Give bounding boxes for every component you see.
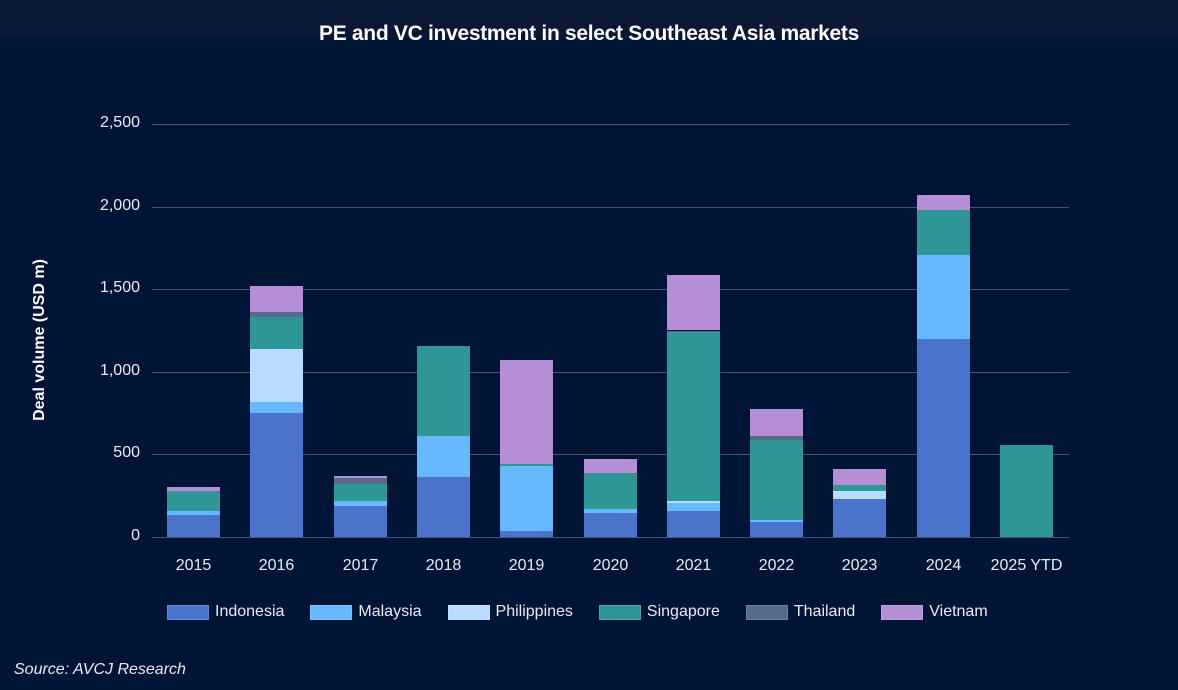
bar-segment-philippines[interactable] [250,349,303,403]
y-tick-label: 2,500 [99,114,140,131]
x-tick-label: 2023 [841,557,878,574]
source-note: Source: AVCJ Research [14,661,186,678]
legend-swatch [310,604,353,620]
bar-segment-vietnam[interactable] [500,360,553,464]
x-tick-label: 2024 [925,557,962,574]
bar-segment-vietnam[interactable] [167,486,220,492]
bar-segment-singapore[interactable] [750,439,803,521]
bar-segment-singapore[interactable] [1000,444,1053,537]
bar-segment-malaysia[interactable] [250,402,303,413]
legend-label: Singapore [646,603,720,620]
legend-item-malaysia[interactable]: Malaysia [310,603,422,621]
bar-segment-thailand[interactable] [667,330,720,332]
bar-segment-indonesia[interactable] [917,339,970,537]
legend-swatch [745,604,788,620]
x-tick-label: 2021 [675,557,712,574]
bar-segment-singapore[interactable] [917,210,970,255]
bar-segment-thailand[interactable] [750,435,803,440]
bar-segment-indonesia[interactable] [667,510,720,537]
legend-swatch [167,604,209,620]
x-tick-label: 2022 [758,557,795,574]
bar-segment-philippines[interactable] [833,491,886,499]
gridline [152,372,1069,373]
bar-segment-indonesia[interactable] [500,530,553,537]
legend-item-thailand[interactable]: Thailand [745,603,856,621]
bar-segment-indonesia[interactable] [334,505,387,537]
bar-segment-vietnam[interactable] [584,459,637,473]
bar-segment-singapore[interactable] [500,463,553,467]
bar-segment-singapore[interactable] [417,346,470,436]
bar-segment-singapore[interactable] [167,491,220,512]
gridline [152,289,1069,290]
gridline [152,124,1069,125]
bar-segment-malaysia[interactable] [417,435,470,478]
x-tick-label: 2019 [508,557,545,574]
bar-segment-malaysia[interactable] [500,466,553,531]
legend-item-philippines[interactable]: Philippines [447,603,573,621]
title-band [0,0,1178,38]
legend-label: Philippines [495,603,573,620]
legend: Indonesia Malaysia Philippines Singapore Tha… [167,603,1014,621]
bar-segment-malaysia[interactable] [334,500,387,506]
bar-segment-indonesia[interactable] [833,498,886,537]
bar-segment-malaysia[interactable] [667,502,720,511]
bar-segment-indonesia[interactable] [417,477,470,537]
bar-segment-vietnam[interactable] [750,409,803,436]
bar-segment-indonesia[interactable] [250,412,303,537]
bar-segment-vietnam[interactable] [667,275,720,331]
gridline [152,207,1069,208]
bar-segment-vietnam[interactable] [250,285,303,312]
bar-segment-singapore[interactable] [833,485,886,492]
legend-label: Malaysia [358,603,422,620]
chart-title: PE and VC investment in select Southeast… [318,22,860,45]
bar-segment-malaysia[interactable] [917,254,970,340]
bar-segment-singapore[interactable] [334,483,387,501]
legend-item-indonesia[interactable]: Indonesia [167,603,284,621]
legend-item-singapore[interactable]: Singapore [598,603,720,621]
x-tick-label: 2016 [258,557,295,574]
y-tick-label: 1,500 [99,279,140,296]
legend-label: Thailand [793,603,856,620]
bar-segment-malaysia[interactable] [584,508,637,514]
bar-segment-indonesia[interactable] [750,521,803,537]
y-tick-label: 500 [113,444,140,461]
y-tick-label: 0 [131,527,140,544]
legend-swatch [598,604,641,620]
legend-swatch [881,604,924,620]
x-tick-label: 2025 YTD [990,557,1063,574]
x-tick-label: 2020 [592,557,629,574]
legend-label: Vietnam [929,603,988,620]
bar-segment-singapore[interactable] [250,317,303,349]
x-tick-label: 2018 [425,557,462,574]
bar-segment-vietnam[interactable] [334,476,387,479]
x-tick-label: 2017 [342,557,379,574]
gridline [152,537,1069,538]
legend-label: Indonesia [215,603,285,620]
bar-segment-malaysia[interactable] [750,520,803,522]
bar-segment-thailand[interactable] [334,478,387,484]
bar-segment-indonesia[interactable] [167,515,220,537]
bar-segment-malaysia[interactable] [167,511,220,516]
y-tick-label: 1,000 [99,362,140,379]
bar-segment-singapore[interactable] [584,472,637,509]
bar-segment-indonesia[interactable] [584,513,637,537]
x-tick-label: 2015 [175,557,212,574]
y-tick-label: 2,000 [99,197,140,214]
bar-segment-philippines[interactable] [667,500,720,503]
bar-segment-thailand[interactable] [250,311,303,318]
bar-segment-singapore[interactable] [667,331,720,501]
legend-item-vietnam[interactable]: Vietnam [881,603,988,621]
gridline [152,454,1069,455]
legend-swatch [447,604,490,620]
bar-segment-vietnam[interactable] [833,468,886,486]
bar-segment-vietnam[interactable] [917,195,970,211]
y-axis-label: Deal volume (USD m) [31,259,48,421]
